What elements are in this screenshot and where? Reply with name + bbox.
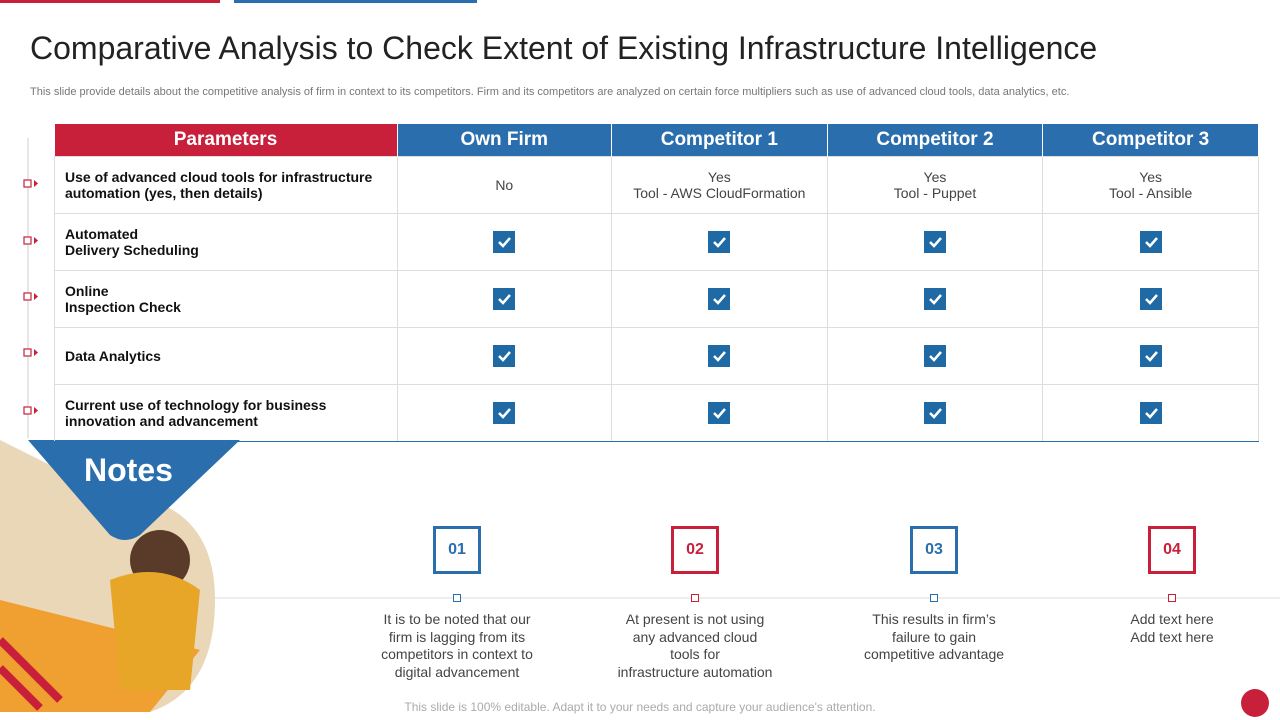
note-marker — [691, 594, 699, 602]
table-cell — [1042, 327, 1259, 385]
table-cell — [396, 384, 612, 442]
column-header: Own Firm — [397, 124, 612, 157]
table-row: Online Inspection Check — [54, 270, 1259, 328]
column-header: Competitor 2 — [827, 124, 1044, 157]
table-row: Use of advanced cloud tools for infrastr… — [54, 156, 1259, 214]
parameter-cell: Online Inspection Check — [54, 270, 398, 328]
column-header: Parameters — [54, 124, 398, 157]
check-icon — [1139, 402, 1162, 424]
check-icon — [923, 288, 946, 310]
column-header: Competitor 3 — [1042, 124, 1259, 157]
table-cell — [610, 327, 828, 385]
table-cell — [826, 270, 1044, 328]
parameter-cell: Automated Delivery Scheduling — [54, 213, 398, 271]
table-cell — [826, 213, 1044, 271]
note-text: It is to be noted that our firm is laggi… — [381, 611, 533, 680]
table-cell: Yes Tool - Ansible — [1042, 156, 1259, 214]
table-cell: Yes Tool - Puppet — [826, 156, 1044, 214]
table-cell — [396, 270, 612, 328]
check-icon — [923, 402, 946, 424]
table-row: Current use of technology for business i… — [54, 384, 1259, 442]
notes-heading: Notes — [84, 452, 173, 488]
table-cell — [610, 270, 828, 328]
table-cell — [610, 213, 828, 271]
parameter-cell: Data Analytics — [54, 327, 398, 385]
note-number: 03 — [910, 526, 958, 574]
check-icon — [923, 345, 946, 367]
note-marker — [1168, 594, 1176, 602]
title: Comparative Analysis to Check Extent of … — [30, 30, 1098, 66]
top-bar — [234, 0, 477, 3]
table-cell: Yes Tool - AWS CloudFormation — [610, 156, 828, 214]
note-number: 01 — [433, 526, 481, 574]
table-cell — [396, 213, 612, 271]
table-cell: No — [396, 156, 612, 214]
check-icon — [708, 345, 731, 367]
table-cell — [1042, 270, 1259, 328]
parameter-cell: Use of advanced cloud tools for infrastr… — [54, 156, 398, 214]
check-icon — [923, 231, 946, 253]
check-icon — [1139, 231, 1162, 253]
check-icon — [493, 231, 516, 253]
note-marker — [453, 594, 461, 602]
check-icon — [708, 231, 731, 253]
check-icon — [708, 402, 731, 424]
subtitle: This slide provide details about the com… — [30, 86, 1070, 98]
parameter-cell: Current use of technology for business i… — [54, 384, 398, 442]
table-row: Automated Delivery Scheduling — [54, 213, 1259, 271]
check-icon — [493, 402, 516, 424]
note-number: 04 — [1148, 526, 1196, 574]
table-cell — [1042, 384, 1259, 442]
footer: This slide is 100% editable. Adapt it to… — [404, 700, 876, 714]
table-cell — [826, 327, 1044, 385]
check-icon — [1139, 345, 1162, 367]
table-cell — [396, 327, 612, 385]
check-icon — [1139, 288, 1162, 310]
column-header: Competitor 1 — [611, 124, 828, 157]
table-cell — [610, 384, 828, 442]
note-number: 02 — [671, 526, 719, 574]
table-cell — [1042, 213, 1259, 271]
note-marker — [930, 594, 938, 602]
table-row: Data Analytics — [54, 327, 1259, 385]
table-cell — [826, 384, 1044, 442]
comparison-table: Parameters Own Firm Competitor 1 Competitor… — [54, 124, 1259, 442]
top-bar — [0, 0, 220, 3]
check-icon — [493, 288, 516, 310]
note-text: This results in firm’s failure to gain c… — [863, 611, 1005, 662]
check-icon — [708, 288, 731, 310]
note-text: Add text here Add text here — [1130, 611, 1214, 645]
note-text: At present is not using any advanced clo… — [617, 611, 773, 680]
check-icon — [493, 345, 516, 367]
